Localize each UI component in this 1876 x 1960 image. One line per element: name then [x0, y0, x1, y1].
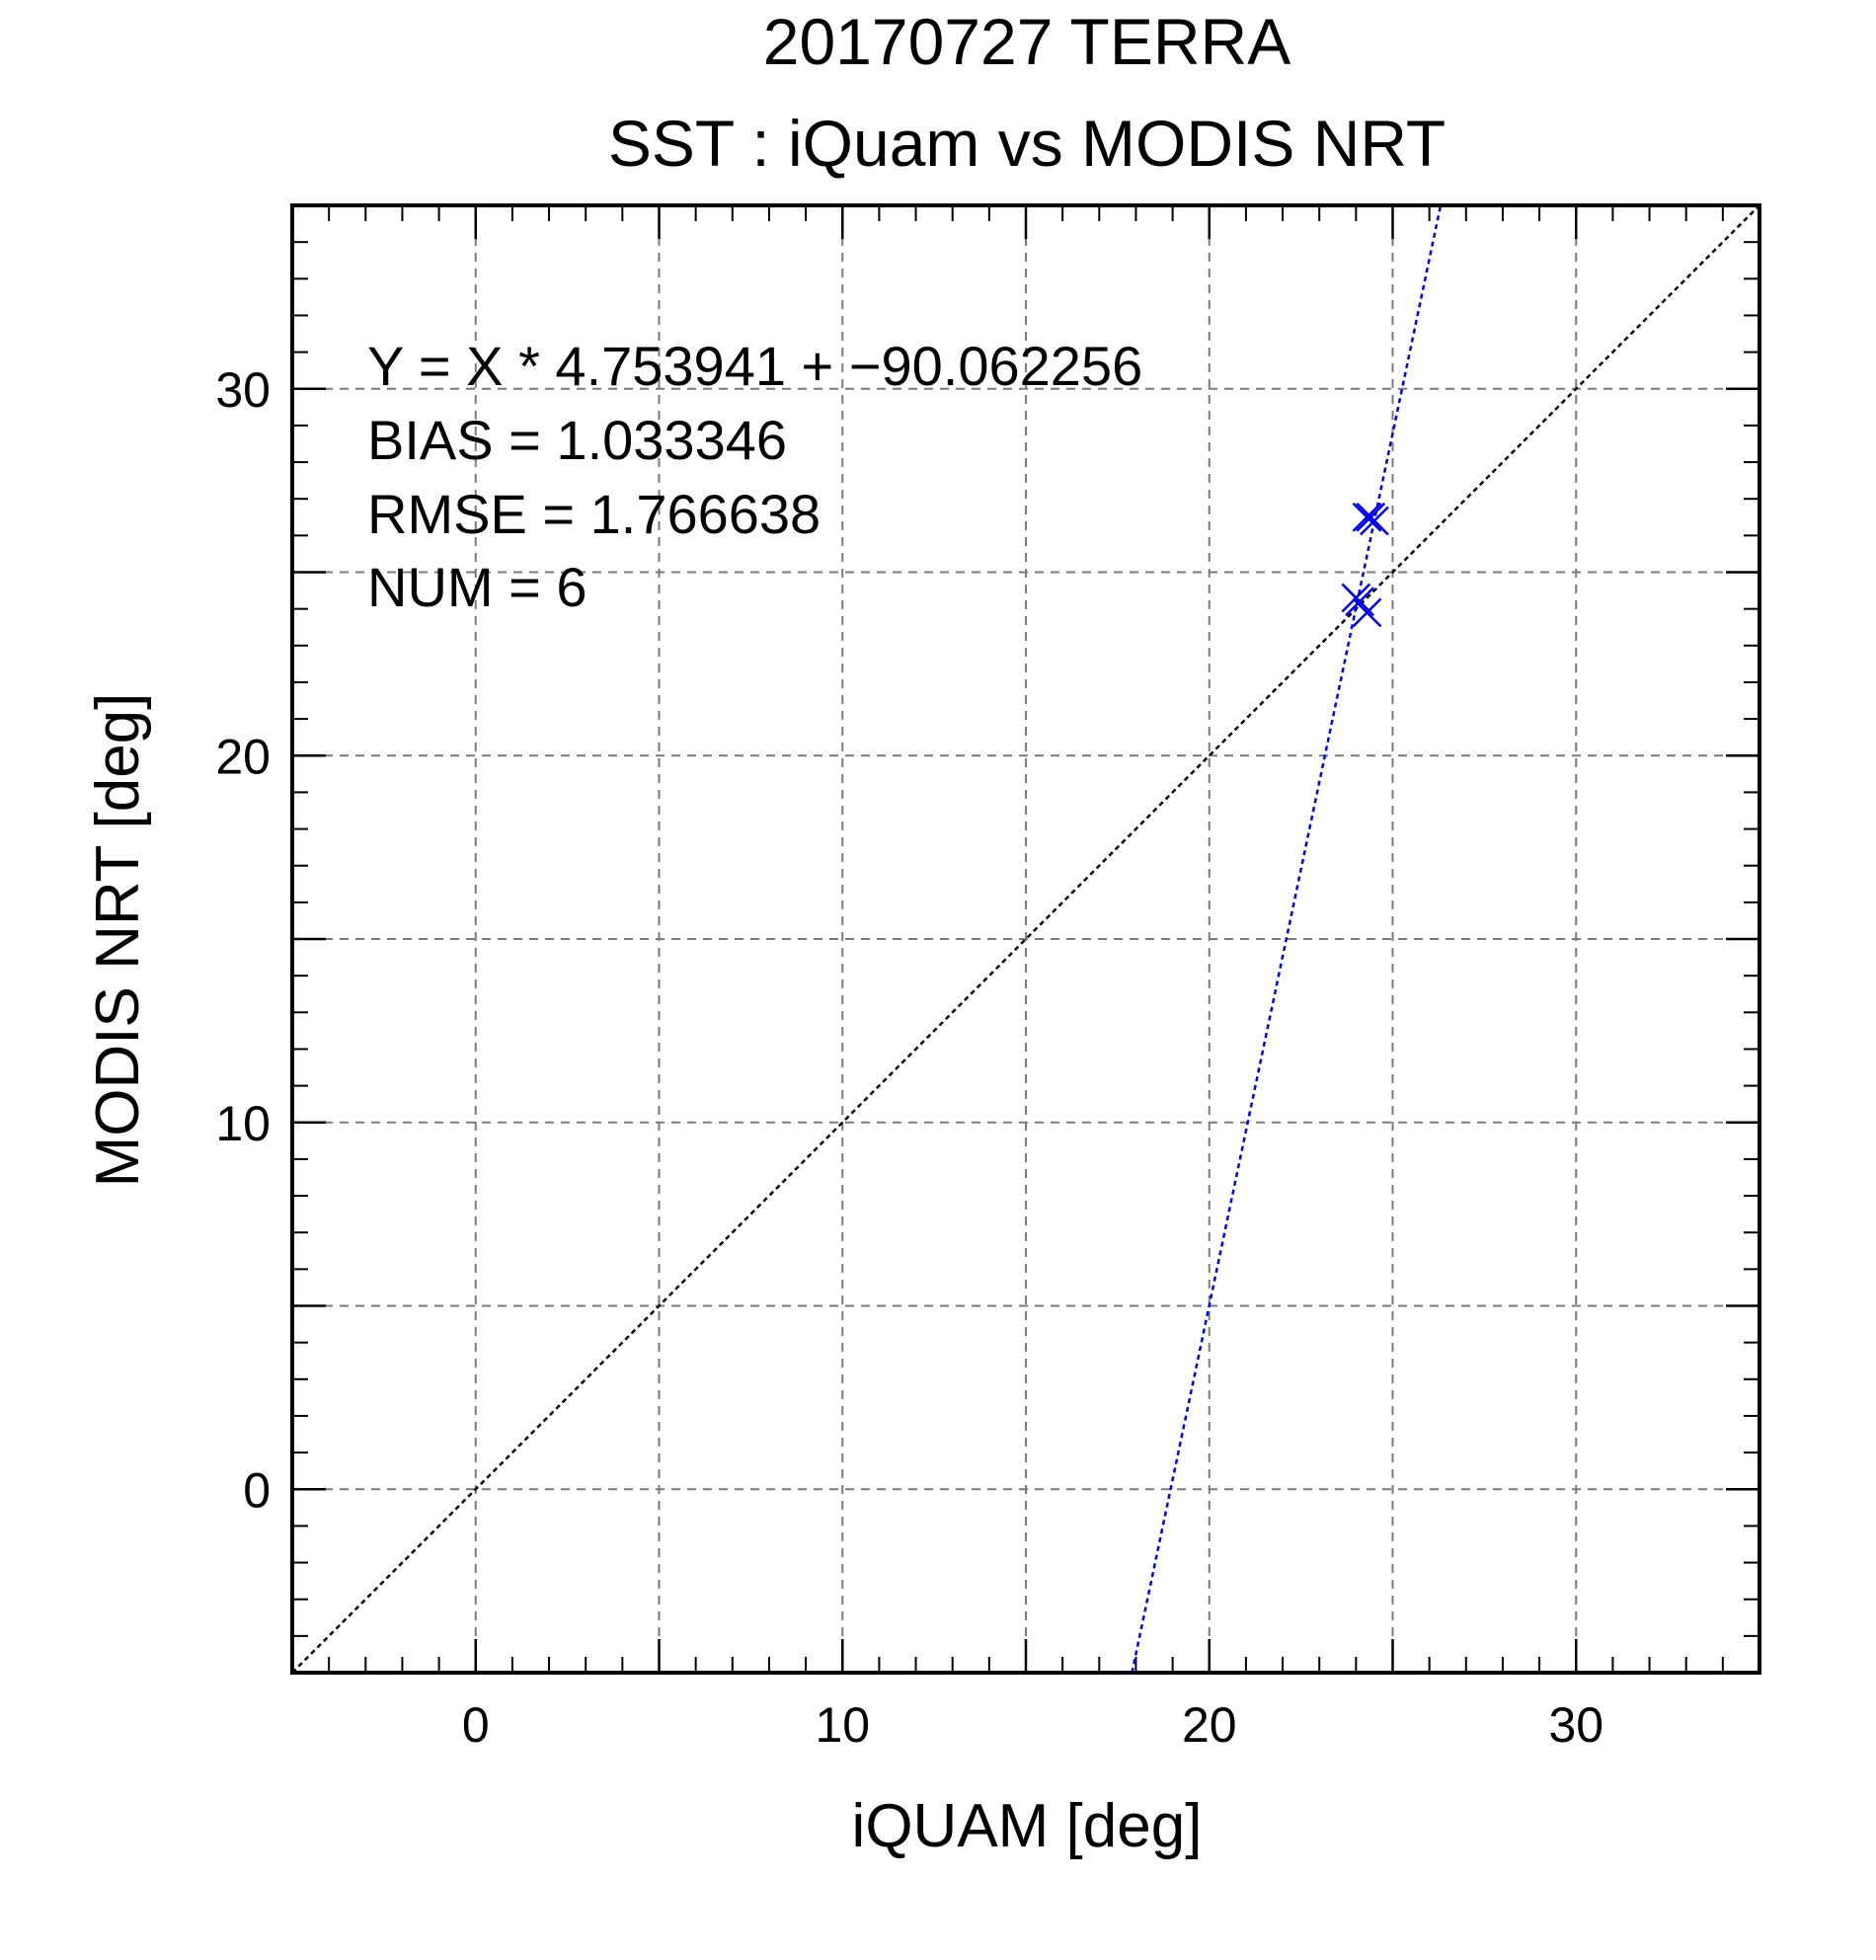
stats-bias: BIAS = 1.033346 — [367, 409, 787, 471]
x-axis-label: iQUAM [deg] — [852, 1792, 1203, 1860]
data-point-stroke — [1345, 587, 1374, 617]
y-axis-label: MODIS NRT [deg] — [84, 693, 152, 1188]
y-tick-label: 30 — [215, 362, 271, 418]
y-tick-label: 0 — [243, 1462, 271, 1518]
stats-rmse: RMSE = 1.766638 — [367, 483, 821, 545]
data-point-stroke — [1352, 502, 1382, 532]
y-tick-label: 10 — [215, 1096, 271, 1151]
grid-lines — [292, 205, 1759, 1673]
data-point — [1352, 502, 1382, 532]
stats-num: NUM = 6 — [367, 556, 587, 618]
x-tick-label: 30 — [1548, 1697, 1603, 1753]
plot-frame — [290, 203, 1761, 1675]
data-points — [1341, 502, 1389, 628]
chart-title: 20170727 TERRA — [763, 5, 1290, 78]
major-ticks — [292, 205, 1759, 1673]
stats-equation: Y = X * 4.753941 + −90.062256 — [367, 335, 1142, 397]
x-tick-labels: 0 10 20 30 — [462, 1697, 1603, 1753]
y-tick-labels: 0 10 20 30 — [215, 362, 271, 1519]
y-tick-label: 20 — [215, 729, 271, 784]
data-point — [1352, 597, 1382, 628]
regression-line — [1131, 205, 1443, 1673]
chart-subtitle: SST : iQuam vs MODIS NRT — [608, 107, 1446, 180]
data-point-stroke — [1352, 597, 1382, 628]
data-point-stroke — [1360, 506, 1389, 536]
fit-lines — [292, 205, 1759, 1673]
data-point — [1360, 506, 1389, 536]
x-tick-label: 10 — [815, 1697, 870, 1753]
x-tick-label: 20 — [1182, 1697, 1237, 1753]
x-tick-label: 0 — [462, 1697, 490, 1753]
minor-ticks — [292, 205, 1759, 1673]
